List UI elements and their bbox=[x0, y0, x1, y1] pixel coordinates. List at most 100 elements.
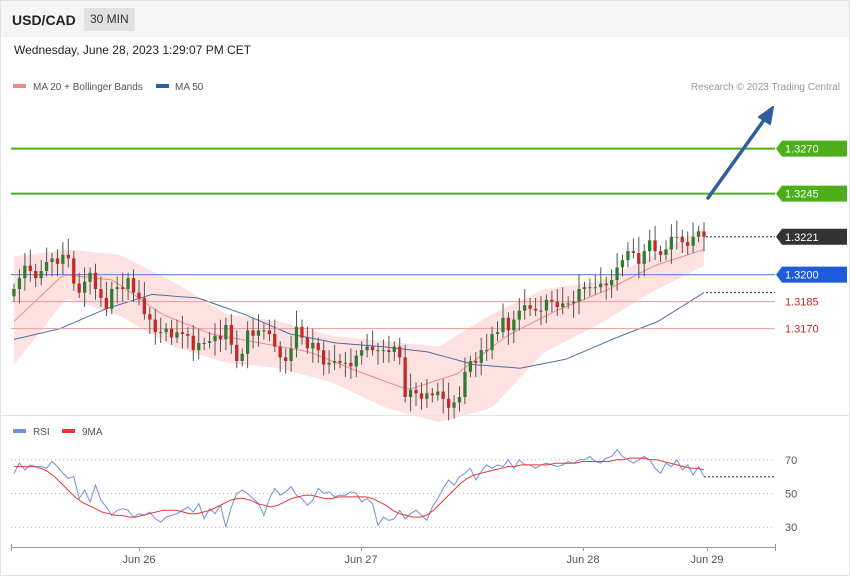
candle-body bbox=[251, 330, 255, 336]
timestamp: Wednesday, June 28, 2023 1:29:07 PM CET bbox=[14, 43, 252, 57]
candle-body bbox=[213, 335, 217, 342]
chart-header: USD/CAD 30 MIN bbox=[1, 1, 849, 37]
candle-body bbox=[83, 281, 87, 293]
candle bbox=[77, 272, 81, 298]
level-label-1.3170: 1.3170 bbox=[785, 324, 819, 336]
price-tag-text-1.3221: 1.3221 bbox=[785, 232, 819, 244]
candle-body bbox=[284, 357, 288, 361]
legend-swatch-ma20 bbox=[13, 84, 26, 88]
candle-body bbox=[61, 254, 65, 264]
candle bbox=[457, 386, 462, 412]
candle-body bbox=[702, 231, 706, 237]
candle bbox=[360, 341, 364, 365]
candle bbox=[680, 229, 684, 253]
candle bbox=[463, 357, 467, 405]
credit-text: Research © 2023 Trading Central bbox=[691, 82, 840, 93]
price-tag-1.3200 bbox=[776, 266, 847, 283]
candle-body bbox=[164, 328, 168, 333]
price-tag-text-1.3200: 1.3200 bbox=[785, 270, 819, 282]
candle-body bbox=[615, 267, 619, 280]
candle bbox=[311, 328, 315, 363]
candle bbox=[180, 316, 185, 349]
candle bbox=[267, 319, 271, 342]
candle-body bbox=[566, 303, 570, 305]
legend-label-rsi: RSI bbox=[33, 427, 50, 438]
candle bbox=[169, 319, 174, 345]
candle-body bbox=[506, 317, 510, 331]
price-tag-1.3270 bbox=[776, 140, 847, 157]
candle-body bbox=[300, 326, 304, 338]
candle bbox=[626, 242, 630, 268]
candle bbox=[354, 350, 358, 378]
candle-body bbox=[267, 330, 271, 334]
candle bbox=[23, 253, 27, 291]
candle-body bbox=[550, 299, 554, 302]
candle bbox=[104, 281, 108, 316]
candle-body bbox=[240, 353, 244, 361]
price-tag-1.3221 bbox=[776, 228, 847, 245]
candle bbox=[191, 325, 195, 361]
candle bbox=[436, 382, 440, 401]
price-tag-text-1.3245: 1.3245 bbox=[785, 189, 819, 201]
candle bbox=[229, 314, 233, 354]
time-label-jun-27: Jun 27 bbox=[344, 554, 377, 566]
candle bbox=[610, 269, 614, 298]
candle bbox=[99, 276, 103, 307]
candle-body bbox=[436, 391, 440, 396]
candle-body bbox=[691, 236, 695, 246]
candle bbox=[34, 263, 38, 288]
candle bbox=[159, 317, 163, 343]
candle-body bbox=[12, 289, 16, 297]
candle bbox=[479, 337, 483, 376]
price-axis-tags: 1.3270 1.3245 1.3221 1.3200 1.3185 1.3170 bbox=[776, 140, 847, 336]
candle bbox=[485, 334, 489, 361]
candle-body bbox=[457, 397, 462, 403]
candle bbox=[240, 348, 244, 367]
candle-body bbox=[408, 389, 413, 397]
candle-body bbox=[620, 260, 625, 268]
candle-body bbox=[88, 272, 92, 282]
candle bbox=[148, 307, 152, 334]
candle bbox=[615, 253, 619, 291]
time-label-jun-26: Jun 26 bbox=[122, 554, 155, 566]
candle-body bbox=[544, 299, 549, 311]
candle bbox=[72, 251, 76, 291]
candle-body bbox=[121, 287, 125, 289]
candle-body bbox=[642, 251, 646, 264]
candle bbox=[544, 294, 549, 324]
candle-body bbox=[403, 357, 407, 397]
candle-body bbox=[322, 350, 326, 365]
candle bbox=[142, 281, 146, 320]
candle-body bbox=[235, 344, 239, 361]
candle bbox=[137, 280, 141, 306]
candle bbox=[61, 242, 65, 275]
candle bbox=[153, 308, 157, 345]
candle-body bbox=[218, 335, 223, 340]
candle-body bbox=[77, 283, 81, 293]
candle bbox=[642, 244, 646, 277]
timeframe-badge[interactable]: 30 MIN bbox=[84, 8, 135, 31]
candle bbox=[175, 319, 179, 343]
candle-body bbox=[474, 361, 478, 363]
candle bbox=[126, 272, 130, 300]
candle bbox=[599, 267, 603, 293]
candle bbox=[322, 341, 326, 376]
candle-body bbox=[115, 287, 119, 289]
candle-body bbox=[610, 280, 614, 286]
candle bbox=[294, 310, 299, 358]
candle-body bbox=[419, 393, 424, 399]
candle bbox=[12, 283, 16, 302]
candle bbox=[327, 350, 331, 374]
candle bbox=[50, 253, 54, 277]
candle bbox=[207, 332, 212, 349]
bollinger-band bbox=[14, 227, 704, 422]
candle-body bbox=[637, 253, 641, 264]
candle bbox=[533, 298, 538, 316]
candle bbox=[675, 220, 679, 250]
candle bbox=[648, 229, 652, 262]
candle-body bbox=[680, 236, 684, 243]
legend-swatch-ma50 bbox=[156, 84, 169, 88]
candle bbox=[365, 334, 369, 358]
forecast-arrow bbox=[706, 106, 774, 200]
rsi-9ma-line bbox=[14, 457, 705, 518]
